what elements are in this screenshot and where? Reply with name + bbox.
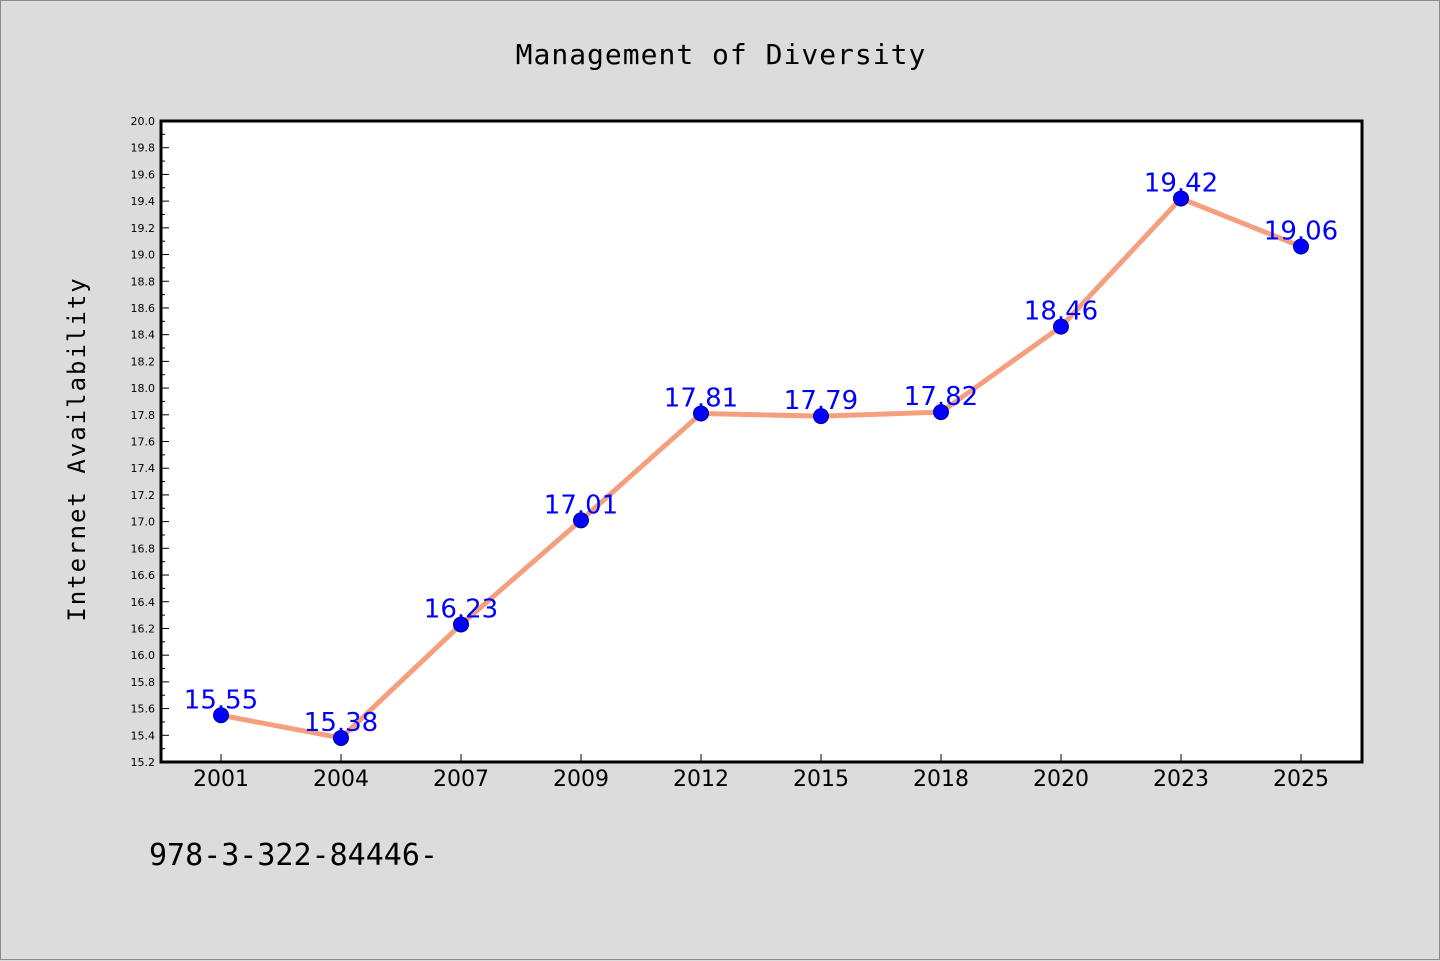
y-tick-label: 18.8 — [131, 275, 156, 288]
data-label: 15.38 — [304, 708, 378, 738]
y-tick-label: 18.2 — [131, 355, 156, 368]
plot-area — [159, 119, 1364, 764]
x-tick-label: 2004 — [313, 767, 369, 792]
data-point — [813, 408, 829, 425]
x-tick-label: 2025 — [1273, 767, 1329, 792]
data-label: 16.23 — [424, 594, 498, 624]
x-tick-label: 2023 — [1153, 767, 1209, 792]
x-tick-label: 2009 — [553, 767, 609, 792]
y-tick-label: 17.6 — [131, 436, 156, 449]
y-tick-label: 15.8 — [131, 676, 156, 689]
data-label: 18.46 — [1024, 297, 1098, 327]
y-tick-label: 16.6 — [131, 569, 156, 582]
y-tick-label: 20.0 — [131, 115, 156, 128]
data-point — [333, 729, 349, 746]
x-tick-label: 2020 — [1033, 767, 1089, 792]
y-tick-label: 19.0 — [131, 249, 156, 262]
x-tick-label: 2012 — [673, 767, 729, 792]
y-axis-label: Internet Availability — [63, 276, 91, 621]
x-tick-label: 2015 — [793, 767, 849, 792]
x-tick-label: 2001 — [193, 767, 249, 792]
data-label: 19.06 — [1264, 217, 1338, 247]
series-line — [218, 195, 1304, 741]
data-label: 19.42 — [1144, 168, 1218, 198]
data-point — [1053, 318, 1069, 335]
data-label: 17.01 — [544, 490, 618, 520]
y-axis: 15.2 15.4 15.6 15.8 16.0 16.2 16.4 16.6 16.8 17.0… — [131, 115, 169, 769]
y-tick-label: 19.8 — [131, 142, 156, 155]
data-point — [933, 404, 949, 421]
data-point — [693, 405, 709, 422]
y-tick-label: 19.4 — [131, 195, 156, 208]
data-point — [213, 707, 229, 724]
y-tick-label: 15.2 — [131, 756, 156, 769]
y-tick-label: 18.0 — [131, 382, 156, 395]
x-tick-label: 2007 — [433, 767, 489, 792]
x-tick-label: 2018 — [913, 767, 969, 792]
data-point — [573, 512, 589, 529]
data-label: 17.79 — [784, 386, 858, 416]
y-tick-label: 17.8 — [131, 409, 156, 422]
y-tick-label: 18.4 — [131, 329, 156, 342]
y-tick-label: 19.2 — [131, 222, 156, 235]
y-tick-label: 16.4 — [131, 596, 156, 609]
data-point — [453, 616, 469, 633]
y-tick-label: 19.6 — [131, 168, 156, 181]
y-tick-label: 15.4 — [131, 729, 156, 742]
chart-title: Management of Diversity — [516, 38, 927, 71]
data-label: 17.81 — [664, 383, 738, 413]
y-tick-label: 18.6 — [131, 302, 156, 315]
data-labels: 15.55 15.38 16.23 17.01 17.81 17.79 17.82 18.46… — [184, 168, 1338, 738]
data-label: 15.55 — [184, 685, 258, 715]
data-label: 17.82 — [904, 382, 978, 412]
footer-text: 978-3-322-84446- — [149, 838, 438, 873]
data-point — [1173, 190, 1189, 207]
series-0 — [213, 190, 1309, 746]
x-axis: 2001 2004 2007 2009 2012 2015 2018 2020 2023 2025 — [193, 754, 1329, 792]
y-tick-label: 16.2 — [131, 622, 156, 635]
data-point — [1293, 238, 1309, 255]
y-tick-label: 17.4 — [131, 462, 156, 475]
y-tick-label: 17.2 — [131, 489, 156, 502]
y-tick-label: 16.8 — [131, 542, 156, 555]
y-tick-label: 15.6 — [131, 703, 156, 716]
y-tick-label: 17.0 — [131, 516, 156, 529]
y-tick-label: 16.0 — [131, 649, 156, 662]
